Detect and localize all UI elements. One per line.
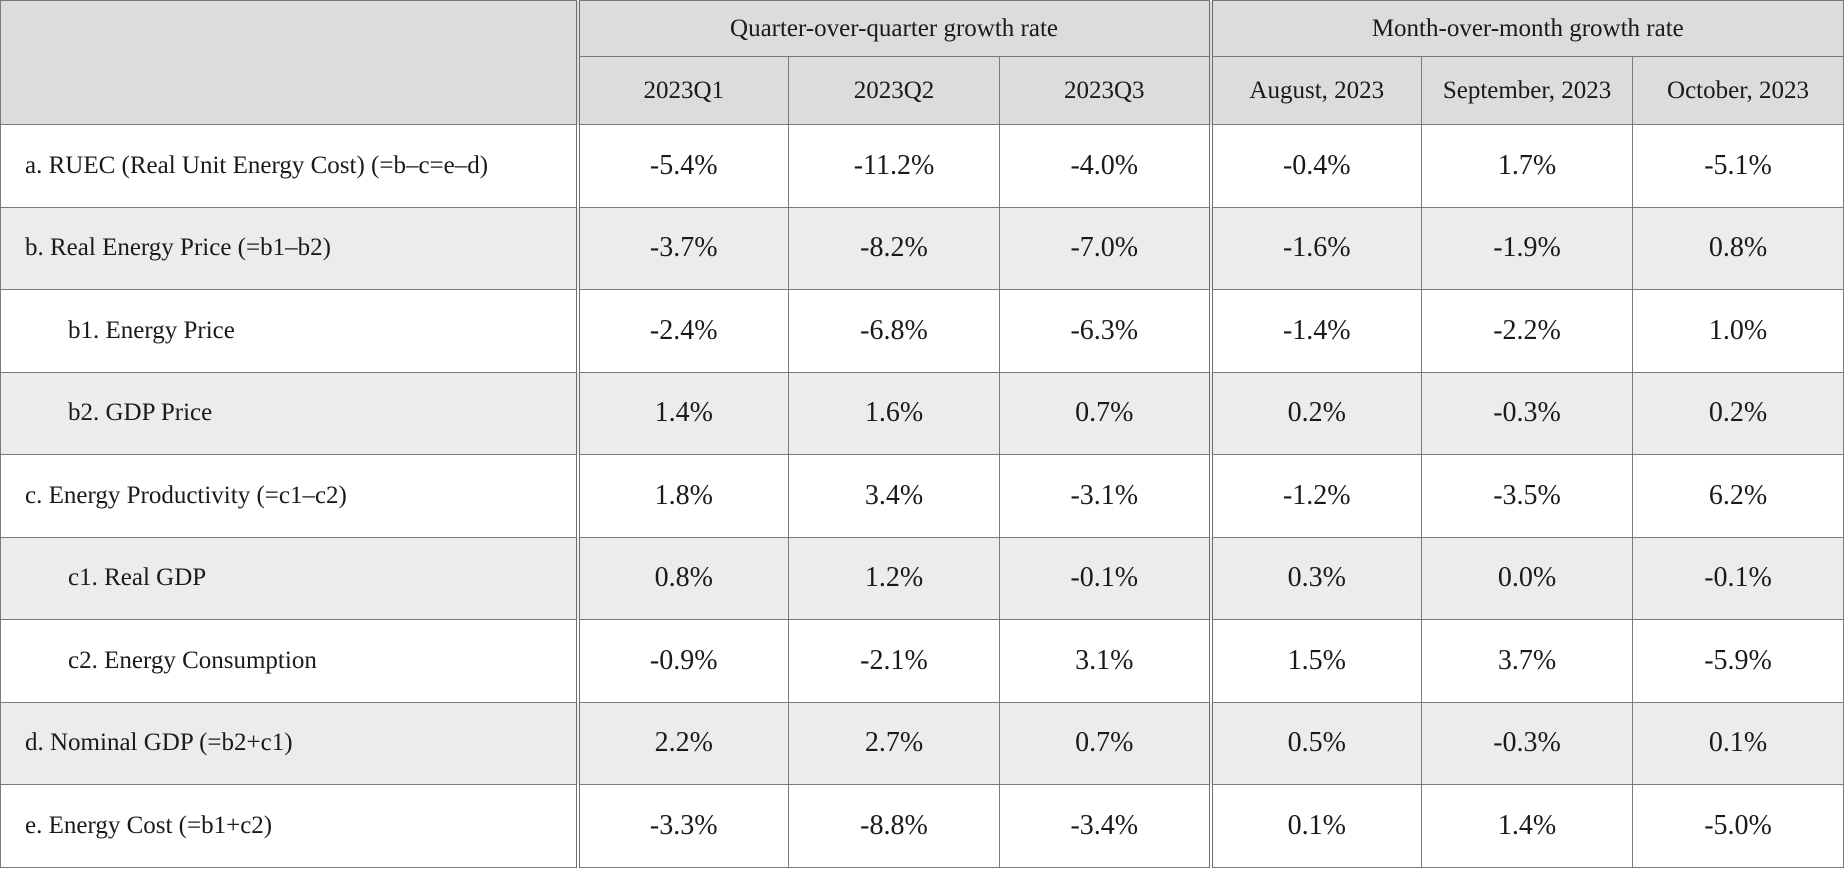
table-cell: 0.8%: [575, 536, 789, 620]
row-label: a. RUEC (Real Unit Energy Cost) (=b–c=e–…: [0, 124, 578, 208]
table-cell: -2.2%: [1421, 289, 1634, 373]
table-cell: -2.4%: [575, 289, 789, 373]
table-cell: 3.4%: [788, 454, 1000, 538]
row-label: b1. Energy Price: [0, 289, 578, 373]
column-header-2023q1: 2023Q1: [575, 56, 789, 125]
table-cell: 0.7%: [998, 701, 1212, 785]
table-cell: 1.5%: [1208, 619, 1423, 703]
table-row: e. Energy Cost (=b1+c2) -3.3% -8.8% -3.4…: [0, 784, 1844, 868]
table-body: a. RUEC (Real Unit Energy Cost) (=b–c=e–…: [0, 124, 1844, 868]
table-cell: 1.8%: [575, 454, 789, 538]
table-cell: 3.1%: [998, 619, 1212, 703]
table-cell: -8.8%: [788, 784, 1000, 868]
table-cell: 0.1%: [1632, 701, 1844, 785]
table-row: b1. Energy Price -2.4% -6.8% -6.3% -1.4%…: [0, 289, 1844, 373]
row-label: e. Energy Cost (=b1+c2): [0, 784, 578, 868]
row-label: c. Energy Productivity (=c1–c2): [0, 454, 578, 538]
column-header-sep-2023: September, 2023: [1421, 56, 1634, 125]
table-cell: 0.5%: [1208, 701, 1423, 785]
table-row: c2. Energy Consumption -0.9% -2.1% 3.1% …: [0, 619, 1844, 703]
table-cell: -0.4%: [1208, 124, 1423, 208]
table-cell: -3.4%: [998, 784, 1212, 868]
table-cell: 0.2%: [1208, 371, 1423, 455]
header-month-group: Month-over-month growth rate: [1208, 0, 1844, 57]
row-label: c1. Real GDP: [0, 536, 578, 620]
table-cell: 6.2%: [1632, 454, 1844, 538]
table-cell: -5.9%: [1632, 619, 1844, 703]
table-cell: 1.0%: [1632, 289, 1844, 373]
table-row: b. Real Energy Price (=b1–b2) -3.7% -8.2…: [0, 206, 1844, 290]
row-label: b2. GDP Price: [0, 371, 578, 455]
table-cell: 0.2%: [1632, 371, 1844, 455]
table-cell: -0.3%: [1421, 701, 1634, 785]
table-cell: -0.1%: [998, 536, 1212, 620]
table-cell: -8.2%: [788, 206, 1000, 290]
table-cell: -3.5%: [1421, 454, 1634, 538]
table-cell: -0.3%: [1421, 371, 1634, 455]
header-quarter-group: Quarter-over-quarter growth rate: [575, 0, 1212, 57]
table-cell: -3.7%: [575, 206, 789, 290]
table-cell: 2.2%: [575, 701, 789, 785]
column-header-2023q2: 2023Q2: [788, 56, 1000, 125]
table-cell: -5.0%: [1632, 784, 1844, 868]
table-cell: 0.3%: [1208, 536, 1423, 620]
table-row: c. Energy Productivity (=c1–c2) 1.8% 3.4…: [0, 454, 1844, 538]
table-row: b2. GDP Price 1.4% 1.6% 0.7% 0.2% -0.3% …: [0, 371, 1844, 455]
header-column-row: 2023Q1 2023Q2 2023Q3 August, 2023 Septem…: [1, 56, 1844, 125]
table-cell: 0.0%: [1421, 536, 1634, 620]
table-cell: 0.8%: [1632, 206, 1844, 290]
table-cell: -5.4%: [575, 124, 789, 208]
table-cell: 0.7%: [998, 371, 1212, 455]
table-cell: -1.4%: [1208, 289, 1423, 373]
column-header-oct-2023: October, 2023: [1632, 56, 1844, 125]
table-cell: -7.0%: [998, 206, 1212, 290]
column-header-2023q3: 2023Q3: [998, 56, 1212, 125]
column-header-aug-2023: August, 2023: [1208, 56, 1423, 125]
table-cell: -3.1%: [998, 454, 1212, 538]
header-group-row: Quarter-over-quarter growth rate Month-o…: [0, 0, 1844, 125]
table-cell: 1.6%: [788, 371, 1000, 455]
row-label: c2. Energy Consumption: [0, 619, 578, 703]
table-cell: 3.7%: [1421, 619, 1634, 703]
table-cell: -0.9%: [575, 619, 789, 703]
table-row: d. Nominal GDP (=b2+c1) 2.2% 2.7% 0.7% 0…: [0, 701, 1844, 785]
table-cell: -6.3%: [998, 289, 1212, 373]
table-cell: 1.4%: [1421, 784, 1634, 868]
table-cell: -1.9%: [1421, 206, 1634, 290]
table-cell: -1.2%: [1208, 454, 1423, 538]
header-corner-cell: [0, 0, 578, 125]
table-cell: 0.1%: [1208, 784, 1423, 868]
table-cell: 1.4%: [575, 371, 789, 455]
table-cell: 1.7%: [1421, 124, 1634, 208]
table-cell: 1.2%: [788, 536, 1000, 620]
table-cell: -3.3%: [575, 784, 789, 868]
table-cell: -11.2%: [788, 124, 1000, 208]
table-cell: 2.7%: [788, 701, 1000, 785]
table-cell: -4.0%: [998, 124, 1212, 208]
table-row: a. RUEC (Real Unit Energy Cost) (=b–c=e–…: [0, 124, 1844, 208]
table-row: c1. Real GDP 0.8% 1.2% -0.1% 0.3% 0.0% -…: [0, 536, 1844, 620]
table-cell: -2.1%: [788, 619, 1000, 703]
row-label: d. Nominal GDP (=b2+c1): [0, 701, 578, 785]
table-cell: -6.8%: [788, 289, 1000, 373]
table-cell: -0.1%: [1632, 536, 1844, 620]
table-cell: -1.6%: [1208, 206, 1423, 290]
table-header: Quarter-over-quarter growth rate Month-o…: [0, 0, 1844, 125]
row-label: b. Real Energy Price (=b1–b2): [0, 206, 578, 290]
table-cell: -5.1%: [1632, 124, 1844, 208]
